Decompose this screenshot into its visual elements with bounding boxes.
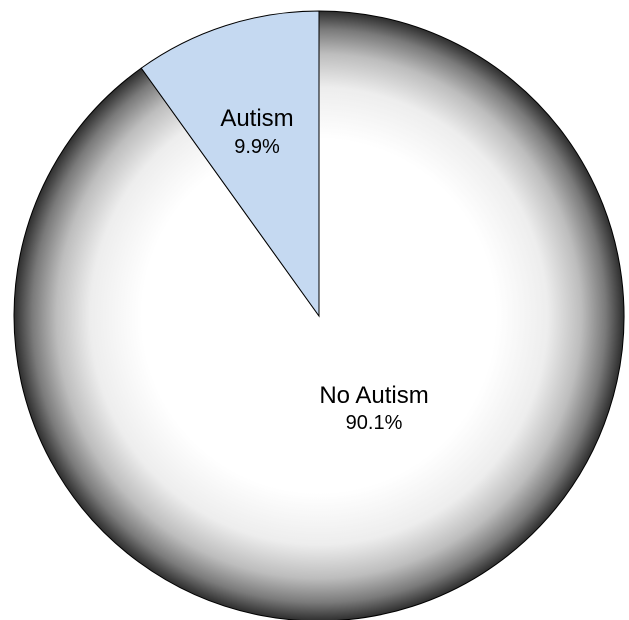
slice-value-no-autism: 90.1%	[346, 412, 403, 434]
slice-value-autism: 9.9%	[234, 136, 280, 158]
slice-label-autism: Autism	[220, 105, 293, 132]
pie-slice-autism	[140, 10, 320, 318]
slice-label-no-autism: No Autism	[319, 382, 428, 409]
